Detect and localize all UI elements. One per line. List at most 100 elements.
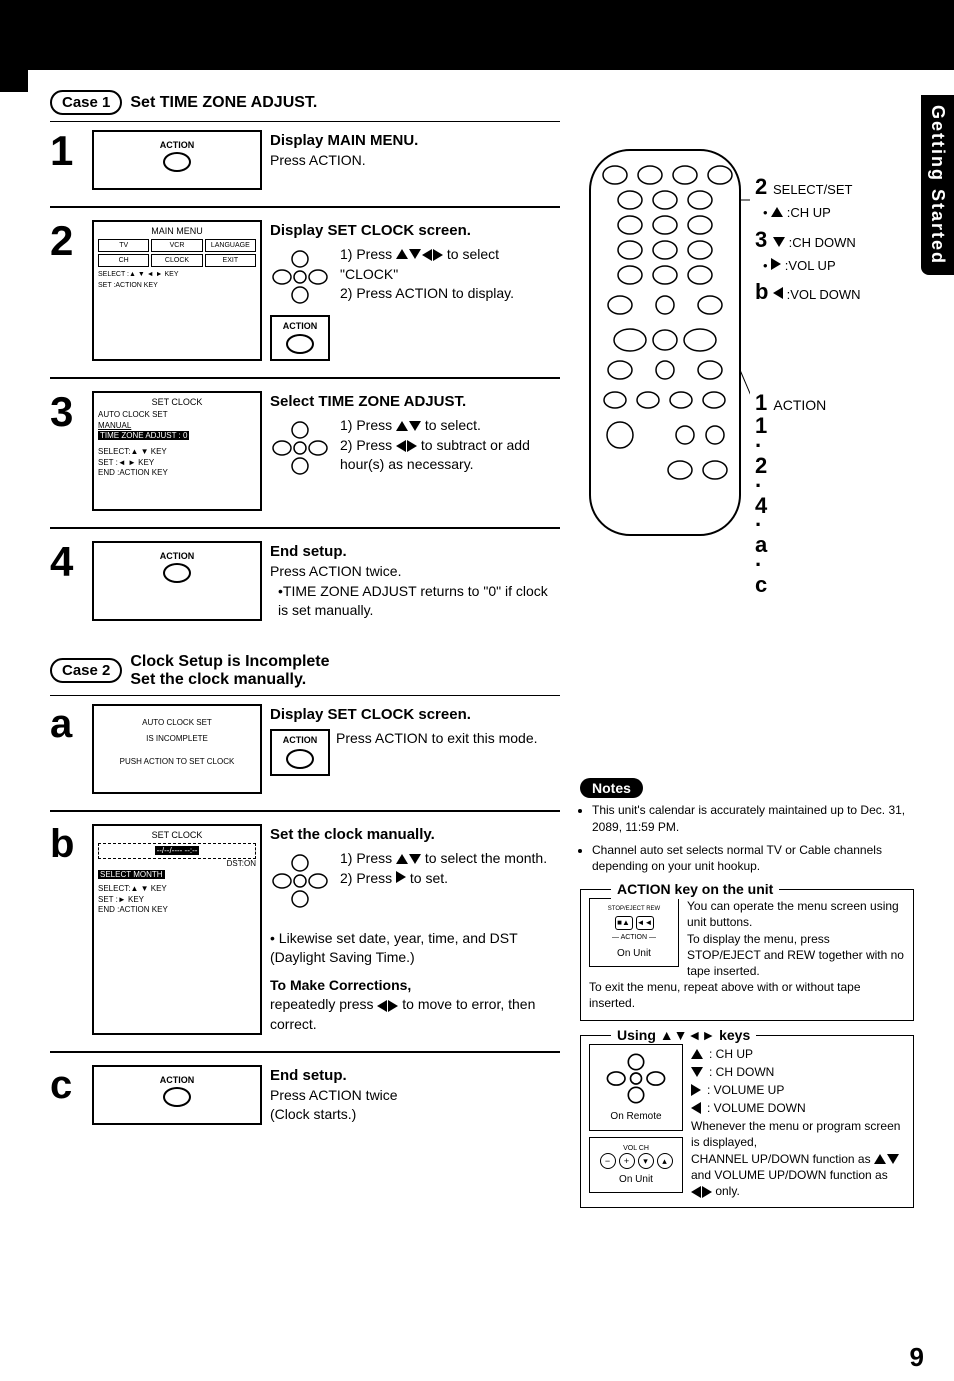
stepb-note1: • Likewise set date, year, time, and DST…: [270, 929, 560, 968]
dpad-icon: [270, 247, 330, 307]
s3-title: SET CLOCK: [98, 397, 256, 407]
action-label: ACTION: [98, 140, 256, 150]
step1-num: 1: [50, 130, 84, 190]
k4: : VOLUME DOWN: [707, 1100, 806, 1116]
menu-language: LANGUAGE: [205, 239, 256, 252]
oval-icon: [163, 563, 191, 583]
stepc-heading: End setup.: [270, 1065, 560, 1086]
k2: : CH DOWN: [709, 1064, 774, 1080]
unit-top: VOL CH: [594, 1144, 678, 1153]
menu-tv: TV: [98, 239, 149, 252]
step2-line1: 1) Press to select "CLOCK": [340, 245, 560, 284]
stepa-num: a: [50, 704, 84, 794]
stepb-screen: SET CLOCK --/--/---- --:-- DST:ON SELECT…: [92, 824, 262, 1035]
dpad-icon: [270, 418, 330, 478]
sb-f1: SELECT:▲ ▼ KEY: [98, 884, 256, 894]
sb-f3: END :ACTION KEY: [98, 905, 256, 915]
step3-num: 3: [50, 391, 84, 511]
s3-f2: SET :◄ ► KEY: [98, 458, 256, 468]
stepb-heading: Set the clock manually.: [270, 824, 560, 845]
keys-box: Using ▲▼◄► keys On Remote VOL CH −+▾▴ On…: [580, 1035, 914, 1209]
unit-l1: STOP/EJECT REW: [594, 905, 674, 913]
action-box-title: ACTION key on the unit: [611, 880, 779, 899]
remote-side-nums: 1 ACTION 1 · 2 · 4 · a · c: [755, 390, 826, 595]
top-black-bar: [0, 0, 954, 70]
k1: : CH UP: [709, 1046, 753, 1062]
stepb-line2: 2) Press to set.: [340, 869, 547, 889]
remote-icon: [580, 145, 750, 545]
menu-clock: CLOCK: [151, 254, 202, 267]
action-text: ACTION: [275, 734, 325, 747]
action-text: ACTION: [275, 320, 325, 333]
menu-exit: EXIT: [205, 254, 256, 267]
sb-l2: DST:ON: [98, 859, 256, 869]
step2-line2: 2) Press ACTION to display.: [340, 284, 560, 304]
stepb-note2: repeatedly press to move to error, then …: [270, 995, 560, 1034]
unit-l2: — ACTION —: [594, 933, 674, 942]
case1-label: Case 1: [50, 90, 122, 115]
note-2: Channel auto set selects normal TV or Ca…: [592, 842, 914, 876]
step4-heading: End setup.: [270, 541, 560, 562]
sb-l3: SELECT MONTH: [98, 870, 165, 879]
action-box-foot: To exit the menu, repeat above with or w…: [589, 979, 905, 1011]
menu-foot1: SELECT :▲ ▼ ◄ ► KEY: [98, 271, 256, 278]
menu-vcr: VCR: [151, 239, 202, 252]
step1-screen: ACTION: [92, 130, 262, 190]
unit-diagram: STOP/EJECT REW ■▲◄◄ — ACTION — On Unit: [589, 898, 679, 967]
dpad-icon: [270, 851, 330, 911]
notes-badge: Notes: [580, 778, 643, 798]
s3-l3: TIME ZONE ADJUST : 0: [98, 431, 189, 440]
s3-l1: AUTO CLOCK SET: [98, 410, 256, 420]
sa-l1: AUTO CLOCK SET: [98, 718, 256, 728]
case2-title2: Set the clock manually.: [130, 671, 329, 689]
menu-foot2: SET :ACTION KEY: [98, 282, 256, 289]
stepc-body2: (Clock starts.): [270, 1105, 560, 1125]
step3-screen: SET CLOCK AUTO CLOCK SET MANUAL TIME ZON…: [92, 391, 262, 511]
step4-screen: ACTION: [92, 541, 262, 621]
left-column: Case 1 Set TIME ZONE ADJUST. 1 ACTION Di…: [50, 90, 560, 1208]
note-1: This unit's calendar is accurately maint…: [592, 802, 914, 836]
step3-line1: 1) Press to select.: [340, 416, 560, 436]
stepa-body: Press ACTION to exit this mode.: [336, 729, 538, 776]
sa-l3: PUSH ACTION TO SET CLOCK: [98, 757, 256, 767]
remote-diagram: 2SELECT/SET • :CH UP 3 :CH DOWN • :VOL U…: [580, 145, 914, 548]
menu-ch: CH: [98, 254, 149, 267]
s3-f1: SELECT:▲ ▼ KEY: [98, 447, 256, 457]
unit-l3: On Unit: [594, 947, 674, 961]
step1-heading: Display MAIN MENU.: [270, 130, 560, 151]
oval-icon: [163, 1087, 191, 1107]
unit-keys-diagram: VOL CH −+▾▴ On Unit: [589, 1137, 683, 1194]
step3-heading: Select TIME ZONE ADJUST.: [270, 391, 560, 412]
action-button-icon: [163, 152, 191, 172]
step2-heading: Display SET CLOCK screen.: [270, 220, 560, 241]
stepb-num: b: [50, 824, 84, 1035]
step4-num: 4: [50, 541, 84, 621]
sb-f2: SET :► KEY: [98, 895, 256, 905]
action-box: ACTION: [270, 729, 330, 776]
stepb-line1: 1) Press to select the month.: [340, 849, 547, 869]
stepc-num: c: [50, 1065, 84, 1125]
menu-title: MAIN MENU: [98, 226, 256, 236]
case2-label: Case 2: [50, 658, 122, 683]
oval-icon: [286, 749, 314, 769]
page-number: 9: [910, 1342, 924, 1373]
step3-line2: 2) Press to subtract or add hour(s) as n…: [340, 436, 560, 475]
action-label: ACTION: [98, 1075, 256, 1085]
stepc-body1: Press ACTION twice: [270, 1086, 560, 1106]
remote-label: On Remote: [594, 1110, 678, 1124]
sb-l1: --/--/---- --:--: [155, 846, 200, 855]
step2-screen: MAIN MENU TV VCR LANGUAGE CH CLOCK EXIT …: [92, 220, 262, 361]
case2-title1: Clock Setup is Incomplete: [130, 653, 329, 671]
sb-title: SET CLOCK: [98, 830, 256, 840]
stepa-heading: Display SET CLOCK screen.: [270, 704, 560, 725]
dpad-icon: [601, 1051, 671, 1106]
step4-body2: •TIME ZONE ADJUST returns to "0" if cloc…: [270, 582, 560, 621]
k3: : VOLUME UP: [707, 1082, 784, 1098]
stepc-screen: ACTION: [92, 1065, 262, 1125]
section-tab: Getting Started: [921, 95, 954, 275]
remote-labels: 2SELECT/SET • :CH UP 3 :CH DOWN • :VOL U…: [755, 170, 861, 308]
oval-icon: [286, 334, 314, 354]
side-black-notch: [0, 70, 28, 92]
stepa-screen: AUTO CLOCK SET IS INCOMPLETE PUSH ACTION…: [92, 704, 262, 794]
s3-f3: END :ACTION KEY: [98, 468, 256, 478]
